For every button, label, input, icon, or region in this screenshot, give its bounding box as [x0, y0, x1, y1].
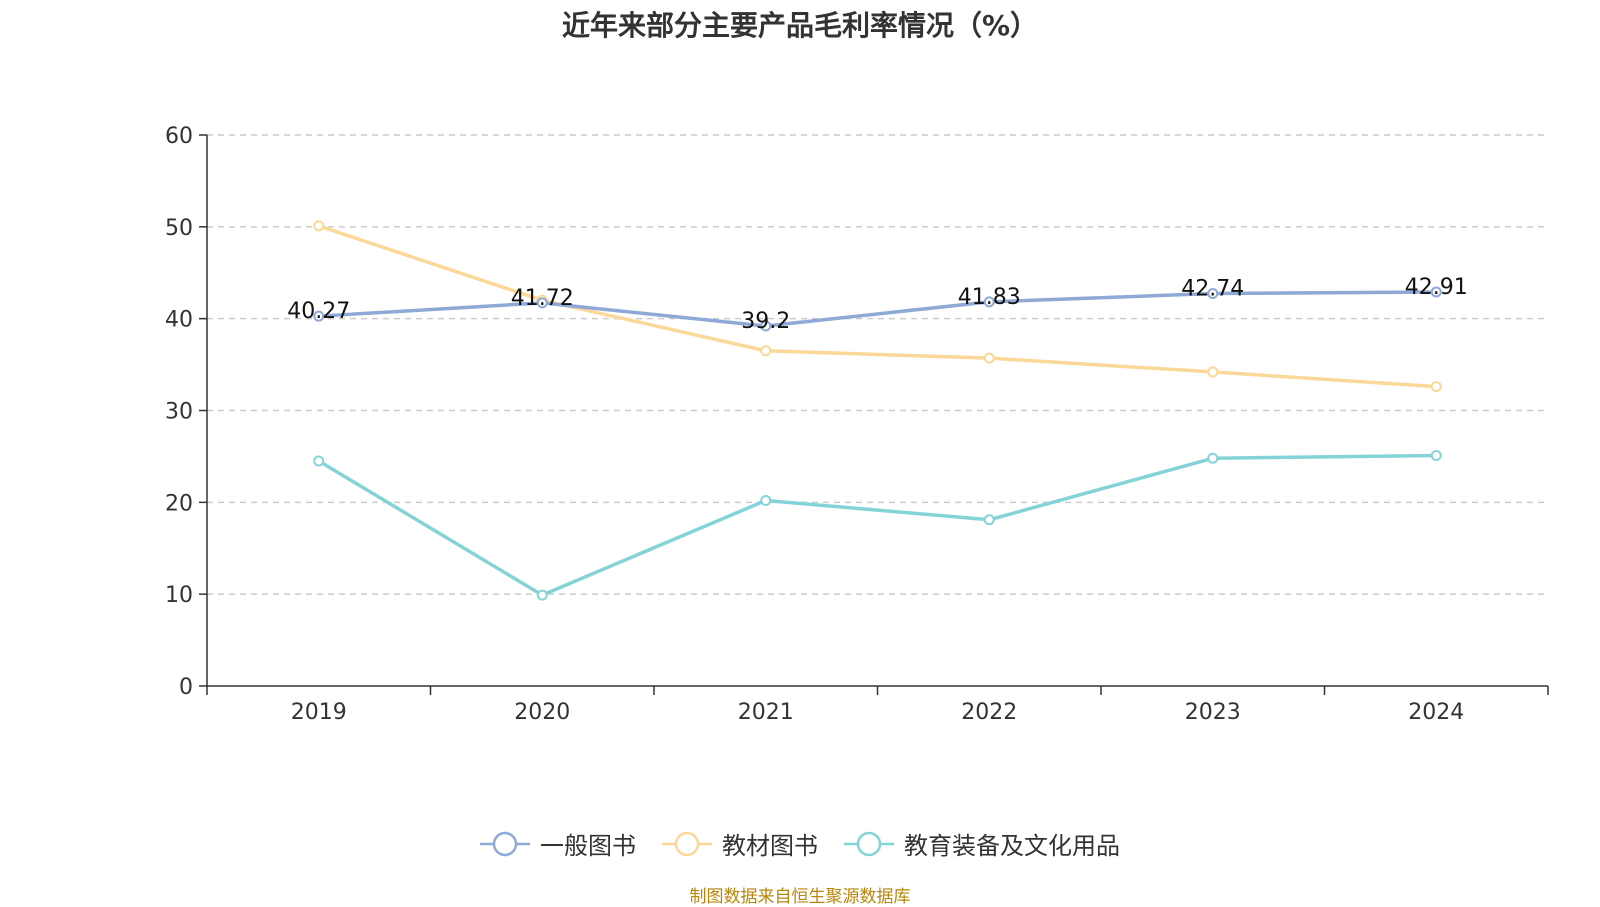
legend-item[interactable]: 一般图书 — [480, 826, 636, 861]
legend-item[interactable]: 教育装备及文化用品 — [844, 826, 1120, 861]
data-point — [313, 310, 325, 322]
x-tick-label: 2021 — [738, 700, 794, 725]
y-tick-label: 0 — [179, 675, 193, 700]
data-point — [983, 514, 995, 526]
grid-lines — [207, 134, 1548, 595]
legend-label: 教材图书 — [722, 832, 818, 860]
data-point — [1207, 288, 1219, 300]
y-tick-label: 10 — [165, 583, 193, 608]
data-point — [1430, 449, 1442, 461]
legend-label: 教育装备及文化用品 — [904, 832, 1120, 860]
x-tick-label: 2023 — [1185, 700, 1241, 725]
source-note: 制图数据来自恒生聚源数据库 — [689, 887, 911, 907]
data-point — [983, 352, 995, 364]
data-label: 42.74 — [1181, 277, 1244, 302]
series-line — [318, 224, 1437, 389]
data-label: 39.2 — [741, 309, 790, 334]
legend-marker-icon — [480, 831, 530, 856]
legend-item[interactable]: 教材图书 — [662, 826, 818, 861]
data-point — [760, 345, 772, 357]
data-point — [1207, 452, 1219, 464]
y-tick-label: 20 — [165, 491, 193, 516]
legend-label: 一般图书 — [540, 832, 636, 860]
data-point — [1430, 381, 1442, 393]
data-point — [536, 297, 548, 309]
series-lines — [313, 220, 1442, 601]
series-line — [318, 290, 1437, 328]
x-tick-label: 2020 — [514, 700, 570, 725]
y-tick-label: 50 — [165, 216, 193, 241]
legend: 一般图书 教材图书 教育装备及文化用品 — [0, 826, 1600, 861]
data-point — [313, 220, 325, 232]
data-label: 42.91 — [1405, 275, 1468, 300]
data-point — [1207, 366, 1219, 378]
series-line — [317, 453, 1437, 597]
legend-marker-icon — [844, 831, 894, 856]
x-tick-label: 2024 — [1408, 700, 1464, 725]
data-point — [313, 455, 325, 467]
data-point — [760, 494, 772, 506]
legend-marker-icon — [662, 831, 712, 856]
x-tick-label: 2022 — [961, 700, 1017, 725]
data-point — [760, 320, 772, 332]
data-label: 40.27 — [287, 299, 350, 324]
y-tick-label: 60 — [165, 124, 193, 149]
axes: 0 10 20 30 40 50 60 2019 2020 2021 2022 2023 2024 — [165, 124, 1549, 725]
data-label: 41.83 — [958, 285, 1021, 310]
chart-title: 近年来部分主要产品毛利率情况（%） — [561, 9, 1039, 42]
data-point — [536, 589, 548, 601]
data-point — [1430, 286, 1442, 298]
x-tick-label: 2019 — [291, 700, 347, 725]
y-tick-label: 40 — [165, 308, 193, 333]
data-point — [983, 296, 995, 308]
y-tick-label: 30 — [165, 400, 193, 425]
data-label: 41.72 — [511, 286, 574, 311]
data-labels: 40.27 41.72 39.2 41.83 42.74 42.91 — [287, 275, 1467, 334]
